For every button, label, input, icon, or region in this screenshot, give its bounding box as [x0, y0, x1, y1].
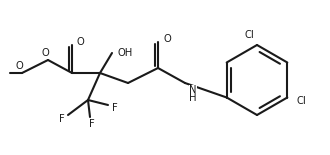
Text: O: O: [163, 34, 171, 44]
Text: H: H: [189, 93, 196, 103]
Text: N: N: [189, 85, 196, 95]
Text: Cl: Cl: [296, 95, 306, 106]
Text: Cl: Cl: [244, 30, 254, 40]
Text: F: F: [59, 114, 65, 124]
Text: O: O: [76, 37, 84, 47]
Text: O: O: [41, 48, 49, 58]
Text: O: O: [15, 61, 23, 71]
Text: F: F: [89, 119, 95, 129]
Text: OH: OH: [117, 48, 133, 58]
Text: F: F: [112, 103, 118, 113]
